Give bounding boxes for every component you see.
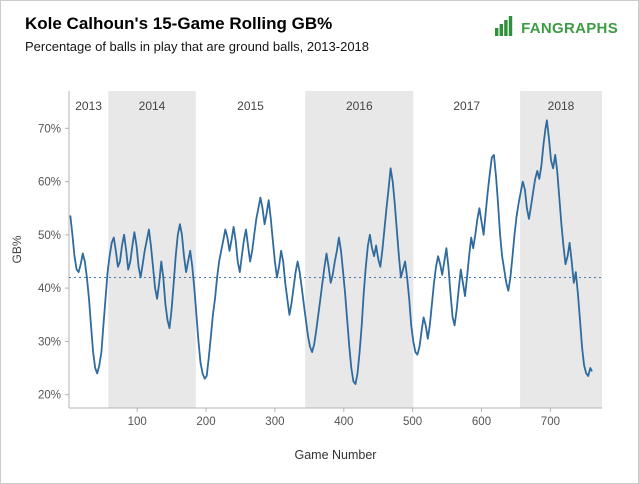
y-tick-label: 70%	[38, 123, 61, 135]
x-axis-title: Game Number	[295, 448, 377, 462]
x-tick-label: 600	[472, 416, 491, 428]
year-label-2013: 2013	[75, 99, 102, 113]
season-band-2018	[520, 91, 602, 408]
x-tick-label: 100	[128, 416, 147, 428]
year-label-2018: 2018	[548, 99, 575, 113]
year-label-2017: 2017	[453, 99, 480, 113]
x-tick-label: 200	[196, 416, 215, 428]
y-tick-label: 60%	[38, 177, 61, 189]
y-tick-label: 30%	[38, 336, 61, 348]
x-tick-label: 300	[265, 416, 284, 428]
year-label-2014: 2014	[139, 99, 166, 113]
chart-subtitle: Percentage of balls in play that are gro…	[25, 39, 370, 54]
x-tick-label: 500	[403, 416, 422, 428]
chart-title: Kole Calhoun's 15-Game Rolling GB%	[25, 14, 333, 33]
y-tick-label: 20%	[38, 390, 61, 402]
gb-rolling-line	[69, 119, 593, 385]
fangraphs-logo: FANGRAPHS	[495, 16, 618, 41]
y-tick-label: 50%	[38, 230, 61, 242]
year-label-2016: 2016	[346, 99, 373, 113]
x-tick-label: 400	[334, 416, 353, 428]
x-tick-label: 700	[541, 416, 560, 428]
fangraphs-logo-text: FANGRAPHS	[521, 20, 618, 37]
bar-chart-logo-icon	[495, 16, 516, 41]
year-label-2015: 2015	[237, 99, 264, 113]
y-tick-label: 40%	[38, 283, 61, 295]
y-axis-title: GB%	[10, 235, 24, 263]
